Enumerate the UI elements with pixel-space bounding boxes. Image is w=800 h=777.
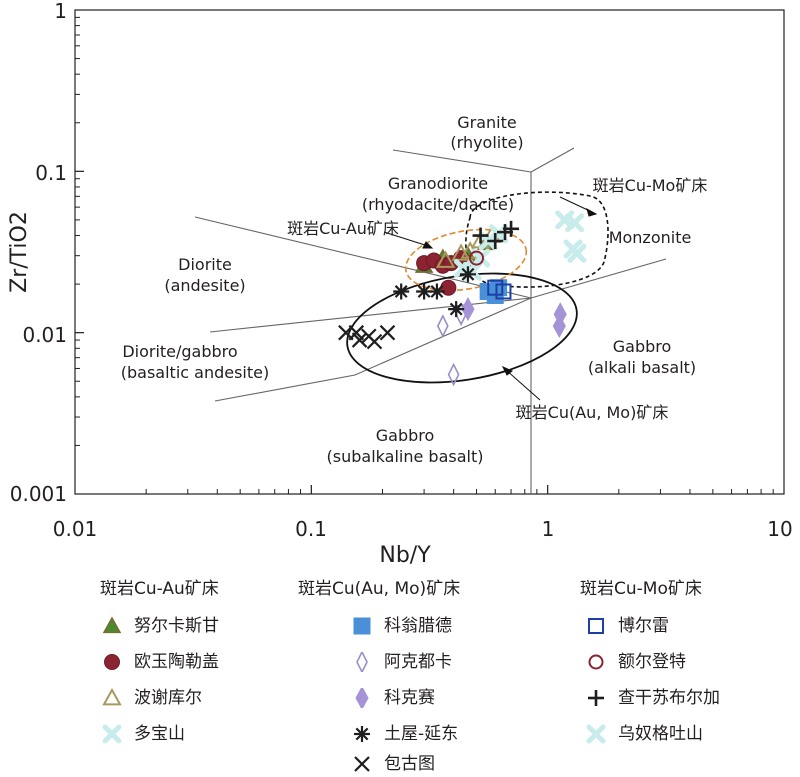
cu-au-mo-ellipse <box>346 272 578 384</box>
data-points <box>338 210 587 387</box>
legend-marker <box>588 654 604 670</box>
x-tick-10: 10 <box>767 517 792 541</box>
label-granodiorite: Granodiorite <box>388 174 488 193</box>
legend-marker-shape <box>586 724 606 744</box>
data-point <box>459 266 476 283</box>
data-point <box>351 332 368 348</box>
annotation-arrows <box>383 196 598 401</box>
data-point <box>471 248 491 268</box>
data-point <box>366 333 383 350</box>
data-point <box>448 301 465 318</box>
y-tick-0.001: 0.001 <box>10 482 67 506</box>
data-point <box>447 362 460 387</box>
data-point <box>553 302 567 327</box>
legend-marker-shape <box>588 654 604 670</box>
legend-marker-shape <box>102 616 122 634</box>
data-point <box>393 283 410 300</box>
data-point <box>487 279 504 296</box>
label-rhyolite: (rhyolite) <box>450 133 523 152</box>
y-tick-1: 1 <box>54 0 67 23</box>
legend-marker-shape <box>102 724 122 744</box>
legend-marker-shape <box>102 688 122 706</box>
legend-marker-shape <box>354 756 370 772</box>
y-tick-0.1: 0.1 <box>35 161 67 185</box>
data-point <box>469 250 485 266</box>
label-alkali-basalt: (alkali basalt) <box>588 358 696 377</box>
legend-marker-shape <box>353 617 371 635</box>
legend-marker-shape <box>356 652 368 672</box>
legend-marker <box>588 618 604 634</box>
chart-plot: 0.01 0.1 1 10 1 0.1 0.01 0.001 Nb/Y Zr/T… <box>7 0 793 568</box>
legend-title-cu-mo: 斑岩Cu-Mo矿床 <box>580 579 702 599</box>
data-point <box>490 279 508 297</box>
data-point <box>461 297 475 322</box>
label-subalkaline-basalt: (subalkaline basalt) <box>327 447 484 466</box>
annotation-cu-au-mo: 斑岩Cu(Au, Mo)矿床 <box>516 403 669 422</box>
label-basaltic-andesite: (basaltic andesite) <box>121 363 269 382</box>
cu-mo-envelope <box>465 191 609 288</box>
legend-marker <box>102 724 122 744</box>
legend-title-cu-au: 斑岩Cu-Au矿床 <box>100 579 219 599</box>
label-gabbro-subalkaline: Gabbro <box>376 426 435 445</box>
label-rhyodacite: (rhyodacite/dacite) <box>362 195 514 214</box>
legend-marker <box>354 726 370 742</box>
axis-ticks <box>74 9 785 495</box>
legend-marker <box>104 654 120 670</box>
data-point <box>565 213 585 233</box>
plot-frame <box>74 9 785 495</box>
legend-marker <box>353 617 371 635</box>
data-point <box>495 283 512 300</box>
cu-au-envelope <box>404 228 528 292</box>
legend-marker-shape <box>104 654 120 670</box>
label-diorite-gabbro: Diorite/gabbro <box>122 342 237 361</box>
legend-marker <box>356 652 368 672</box>
legend-marker <box>586 724 606 744</box>
legend-title-cu-au-mo: 斑岩Cu(Au, Mo)矿床 <box>298 579 461 599</box>
data-point <box>503 220 520 237</box>
x-tick-1: 1 <box>542 517 555 541</box>
data-point <box>436 314 449 338</box>
legend-marker <box>355 688 369 708</box>
data-point <box>428 283 445 300</box>
data-point <box>440 279 457 296</box>
label-diorite: Diorite <box>178 255 232 274</box>
annotation-cu-mo: 斑岩Cu-Mo矿床 <box>593 176 708 195</box>
label-granite: Granite <box>457 113 516 132</box>
label-gabbro-alkali: Gabbro <box>613 337 672 356</box>
label-andesite: (andesite) <box>164 276 245 295</box>
x-tick-0.1: 0.1 <box>295 517 327 541</box>
legend-marker <box>588 690 604 706</box>
x-tick-0.01: 0.01 <box>53 517 98 541</box>
data-point <box>435 250 456 268</box>
legend-marker <box>102 616 122 634</box>
legend-marker <box>354 756 370 772</box>
y-axis-label: Zr/TiO2 <box>7 211 32 293</box>
y-tick-0.01: 0.01 <box>22 323 67 347</box>
data-point <box>487 232 504 249</box>
legend-marker-shape <box>355 688 369 708</box>
legend-marker <box>102 688 122 706</box>
data-point <box>472 227 489 244</box>
field-boundaries <box>194 147 667 494</box>
data-point <box>567 243 587 263</box>
data-point <box>379 324 396 341</box>
annotation-cu-au: 斑岩Cu-Au矿床 <box>287 219 399 238</box>
legend-marker-shape <box>588 690 604 706</box>
legend-marker-shape <box>588 618 604 634</box>
label-monzonite: Monzonite <box>609 228 692 247</box>
x-axis-label: Nb/Y <box>379 543 431 568</box>
legend-marker-shape <box>354 726 370 742</box>
